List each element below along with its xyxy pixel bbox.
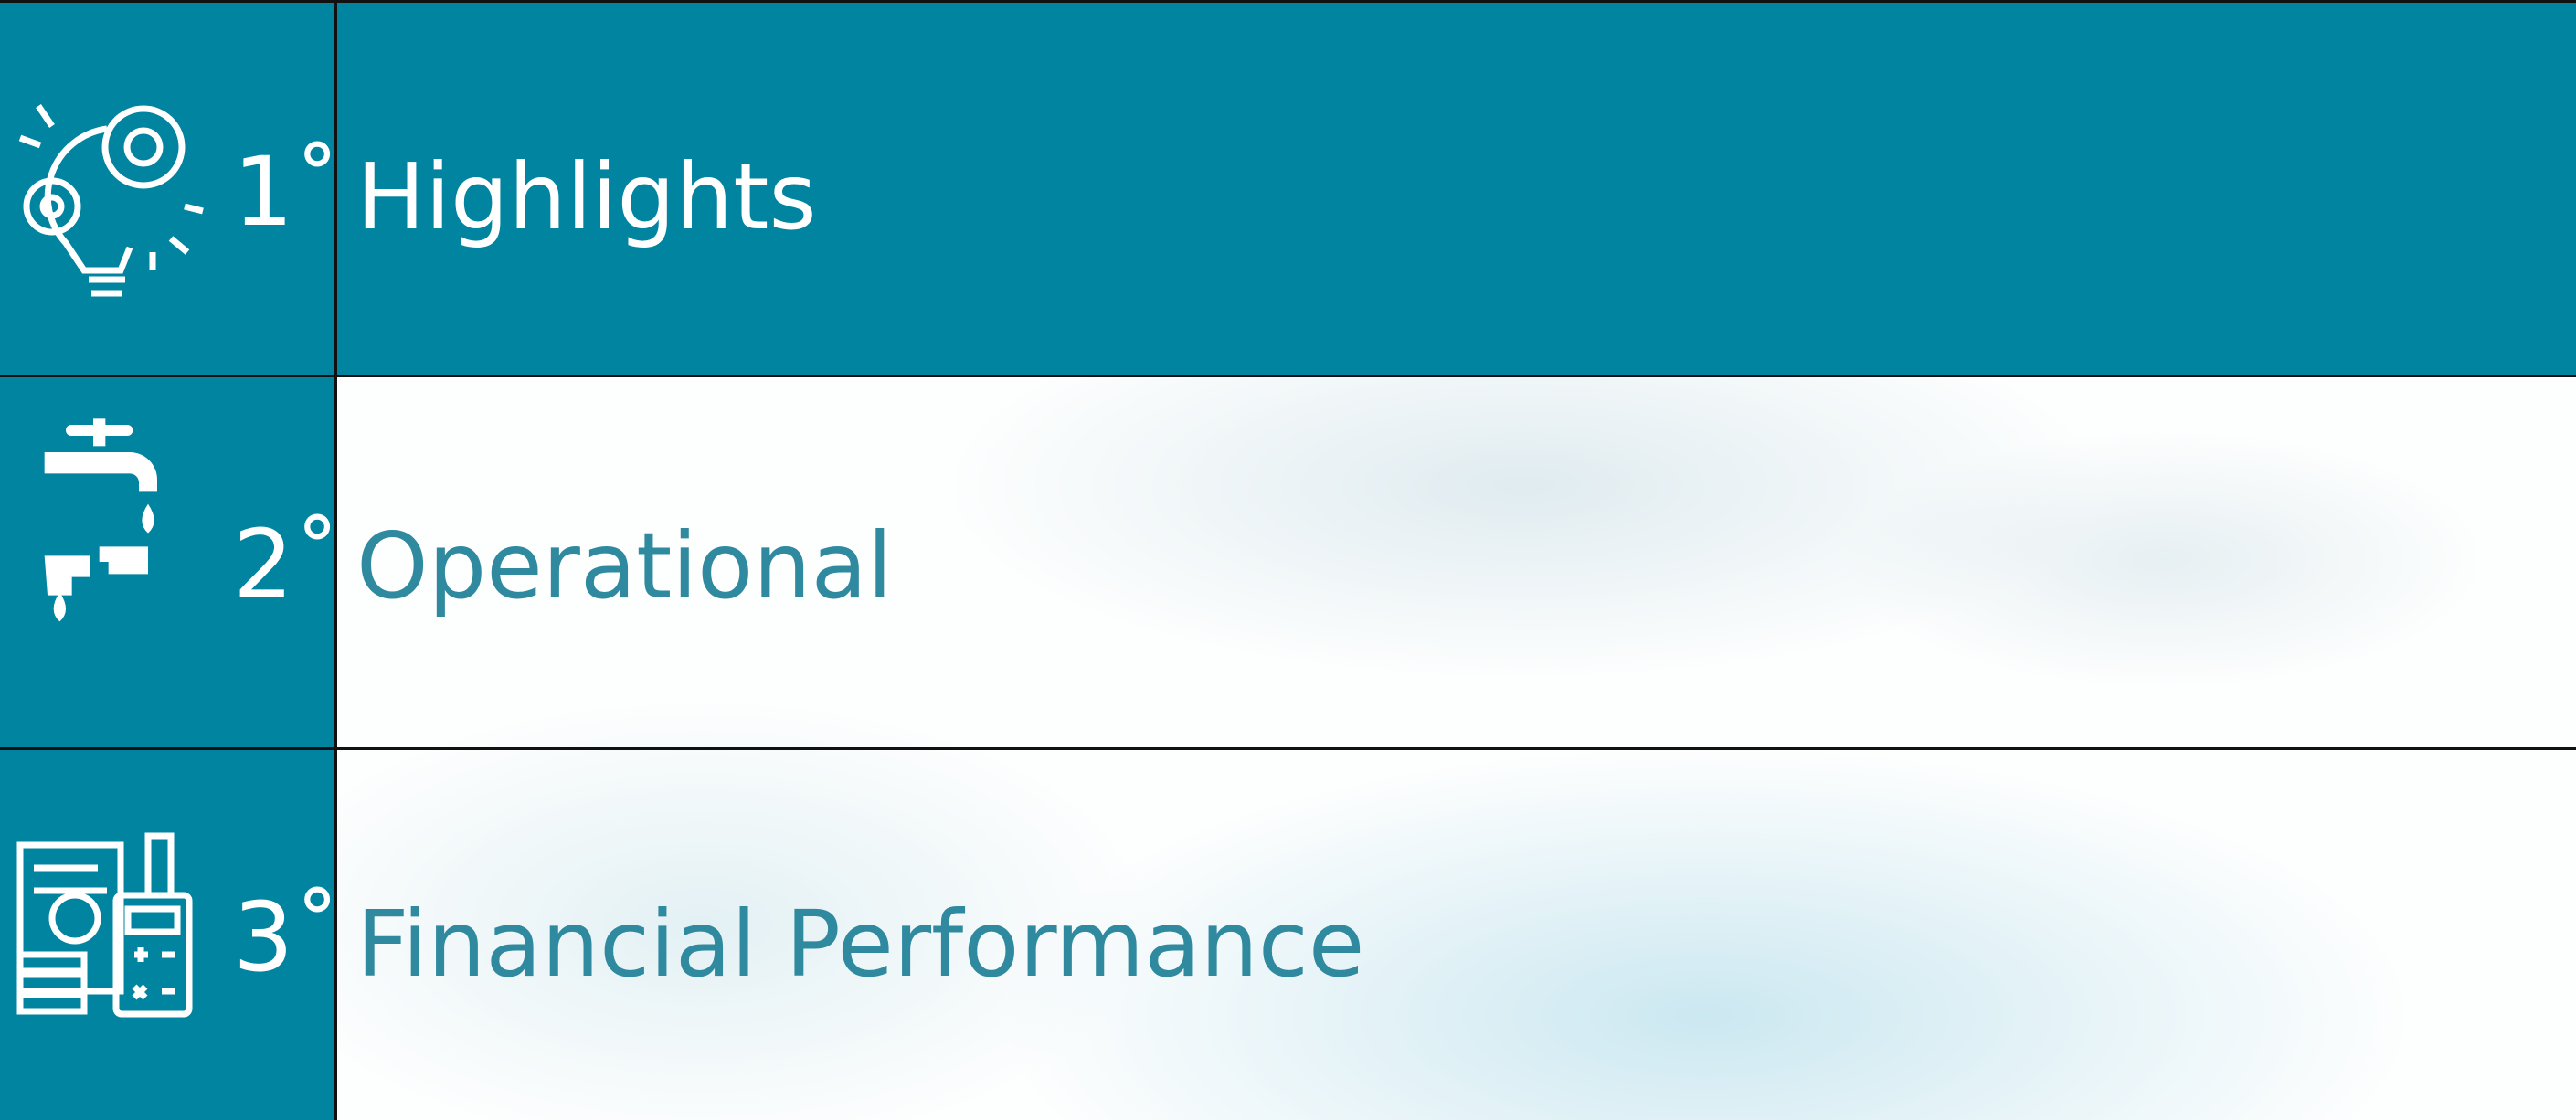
section-title[interactable]: Operational xyxy=(356,521,893,612)
ideas-icon xyxy=(11,88,212,307)
border xyxy=(0,747,2576,750)
tap-icon xyxy=(11,416,212,635)
border xyxy=(0,0,2576,3)
border xyxy=(0,375,2576,377)
section-title[interactable]: Financial Performance xyxy=(356,899,1364,990)
section-number: 3˚ xyxy=(233,890,341,985)
section-title[interactable]: Highlights xyxy=(356,152,817,243)
section-number: 2˚ xyxy=(233,517,341,612)
finance-icon xyxy=(11,818,212,1037)
page: 1˚ Highlights 2˚ Operational 3˚ Financia… xyxy=(0,0,2576,1120)
section-number: 1˚ xyxy=(233,144,341,239)
